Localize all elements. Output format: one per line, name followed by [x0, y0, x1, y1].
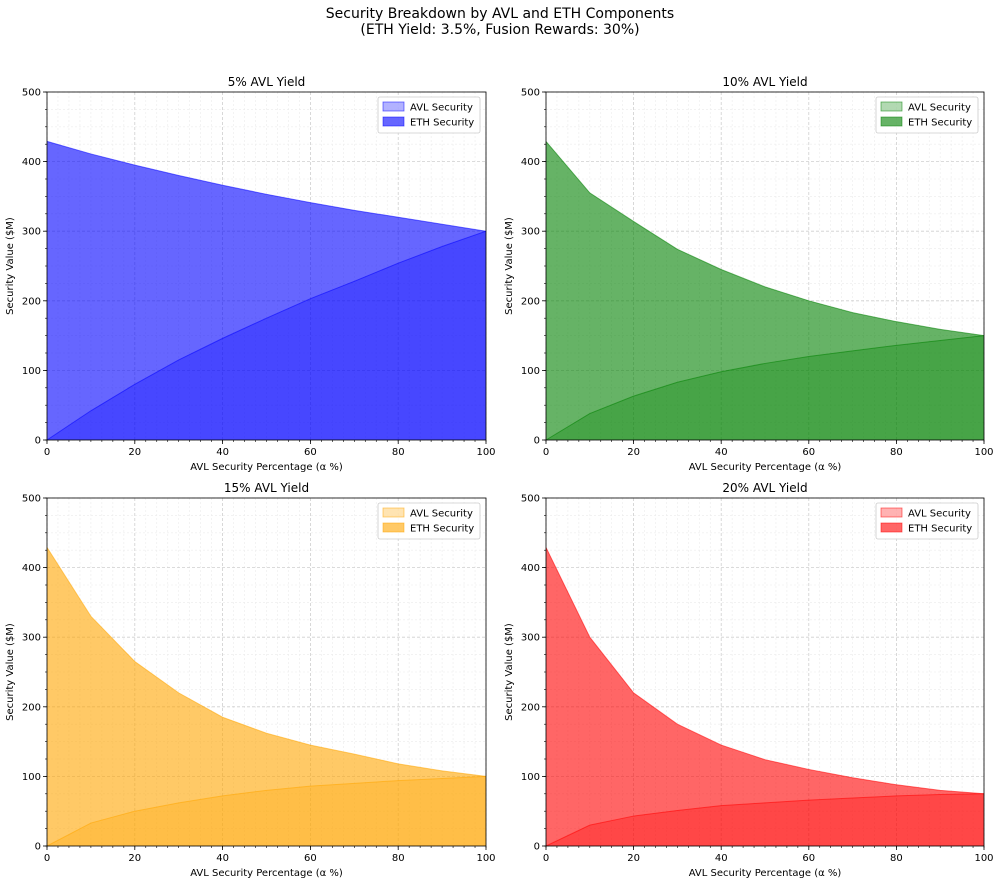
legend-swatch-avl	[880, 507, 903, 518]
legend-swatch-eth	[382, 116, 405, 127]
legend-label-eth: ETH Security	[908, 118, 972, 129]
x-tick-label: 60	[802, 447, 815, 458]
y-tick-label: 300	[521, 633, 540, 644]
x-axis-label: AVL Security Percentage (α %)	[190, 868, 343, 879]
legend-label-avl: AVL Security	[410, 509, 473, 520]
area-eth-security	[546, 141, 984, 440]
series-line-eth	[46, 140, 487, 232]
x-axis-label: AVL Security Percentage (α %)	[689, 462, 842, 473]
x-tick-label: 60	[304, 853, 317, 864]
y-tick-label: 0	[35, 842, 41, 853]
y-tick-label: 500	[521, 88, 540, 99]
figure-subtitle: (ETH Yield: 3.5%, Fusion Rewards: 30%)	[360, 22, 639, 38]
y-tick-label: 400	[22, 157, 41, 168]
figure-title: Security Breakdown by AVL and ETH Compon…	[326, 6, 674, 22]
legend-swatch-eth	[382, 522, 405, 533]
y-tick-label: 500	[22, 88, 41, 99]
legend: AVL Security ETH Security	[875, 96, 979, 134]
subplot-1: 0 20 40 60 80 100 0 100 200 300 400 500 5% AVL Yield…	[5, 75, 496, 473]
x-tick-label: 100	[476, 447, 495, 458]
series-line-eth	[545, 547, 985, 795]
y-tick-label: 200	[22, 702, 41, 713]
y-tick-label: 300	[22, 633, 41, 644]
legend: AVL Security ETH Security	[875, 502, 979, 540]
area-eth-security	[47, 547, 486, 846]
area-eth-security	[546, 547, 984, 846]
x-axis-label: AVL Security Percentage (α %)	[190, 462, 343, 473]
y-tick-label: 100	[22, 366, 41, 377]
area-eth-security	[47, 141, 486, 440]
y-tick-label: 400	[521, 563, 540, 574]
legend: AVL Security ETH Security	[377, 96, 481, 134]
x-tick-label: 0	[44, 853, 50, 864]
x-tick-label: 80	[890, 447, 903, 458]
x-tick-label: 0	[44, 447, 50, 458]
y-tick-label: 300	[521, 227, 540, 238]
y-tick-label: 100	[521, 366, 540, 377]
x-tick-label: 40	[216, 853, 229, 864]
x-tick-label: 80	[890, 853, 903, 864]
legend: AVL Security ETH Security	[377, 502, 481, 540]
x-tick-label: 20	[128, 447, 141, 458]
x-tick-label: 100	[476, 853, 495, 864]
y-axis-label: Security Value ($M)	[5, 217, 16, 315]
legend-label-eth: ETH Security	[410, 524, 474, 535]
y-tick-label: 400	[521, 157, 540, 168]
y-axis-label: Security Value ($M)	[5, 623, 16, 721]
series-line-eth	[545, 141, 985, 337]
x-tick-label: 60	[802, 853, 815, 864]
legend-swatch-avl	[382, 101, 405, 112]
x-tick-label: 100	[974, 447, 993, 458]
x-tick-label: 0	[543, 447, 549, 458]
x-tick-label: 40	[216, 447, 229, 458]
y-tick-label: 200	[521, 296, 540, 307]
legend-swatch-eth	[880, 116, 903, 127]
legend-label-avl: AVL Security	[908, 103, 971, 114]
subplot-title: 10% AVL Yield	[722, 75, 807, 89]
x-tick-label: 60	[304, 447, 317, 458]
subplot-title: 15% AVL Yield	[224, 481, 309, 495]
x-axis-label: AVL Security Percentage (α %)	[689, 868, 842, 879]
y-tick-label: 0	[534, 436, 540, 447]
x-tick-label: 20	[128, 853, 141, 864]
legend-swatch-eth	[880, 522, 903, 533]
x-tick-label: 20	[627, 447, 640, 458]
legend-label-avl: AVL Security	[410, 103, 473, 114]
y-tick-label: 300	[22, 227, 41, 238]
y-tick-label: 0	[534, 842, 540, 853]
x-tick-label: 100	[974, 853, 993, 864]
y-tick-label: 200	[22, 296, 41, 307]
subplot-2: 0 20 40 60 80 100 0 100 200 300 400 500 10% AVL Yiel…	[504, 75, 994, 473]
subplot-4: 0 20 40 60 80 100 0 100 200 300 400 500 20% AVL Yiel…	[504, 481, 994, 879]
y-axis-label: Security Value ($M)	[504, 217, 515, 315]
y-tick-label: 0	[35, 436, 41, 447]
subplot-title: 20% AVL Yield	[722, 481, 807, 495]
legend-label-eth: ETH Security	[410, 118, 474, 129]
legend-label-avl: AVL Security	[908, 509, 971, 520]
x-tick-label: 0	[543, 853, 549, 864]
series-line-eth	[46, 547, 487, 777]
subplot-title: 5% AVL Yield	[228, 75, 306, 89]
y-tick-label: 400	[22, 563, 41, 574]
y-tick-label: 500	[22, 494, 41, 505]
x-tick-label: 40	[715, 447, 728, 458]
y-axis-label: Security Value ($M)	[504, 623, 515, 721]
subplot-3: 0 20 40 60 80 100 0 100 200 300 400 500 15% AVL Yiel…	[5, 481, 496, 879]
x-tick-label: 20	[627, 853, 640, 864]
x-tick-label: 40	[715, 853, 728, 864]
y-tick-label: 200	[521, 702, 540, 713]
legend-swatch-avl	[880, 101, 903, 112]
x-tick-label: 80	[392, 447, 405, 458]
x-tick-label: 80	[392, 853, 405, 864]
legend-label-eth: ETH Security	[908, 524, 972, 535]
y-tick-label: 100	[521, 772, 540, 783]
legend-swatch-avl	[382, 507, 405, 518]
y-tick-label: 500	[521, 494, 540, 505]
y-tick-label: 100	[22, 772, 41, 783]
